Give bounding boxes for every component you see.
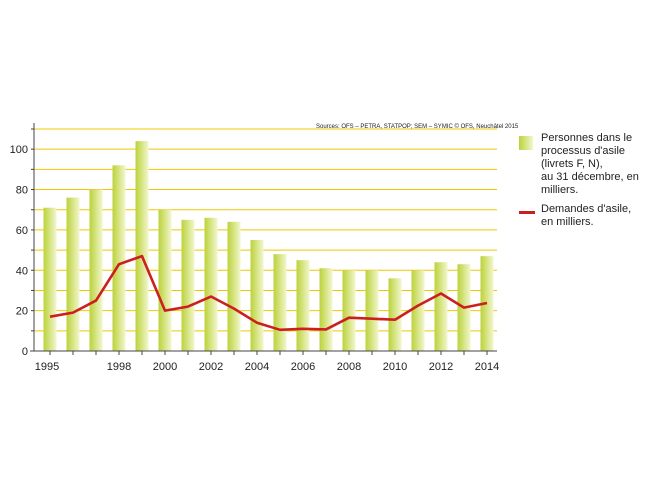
bar-2001 [181, 219, 195, 351]
bar-2011 [411, 270, 425, 351]
y-tick-label-100: 100 [10, 144, 28, 156]
x-tick-label-2010: 2010 [383, 361, 407, 373]
x-tick-label-2014: 2014 [475, 361, 499, 373]
legend-item-bars: Personnes dans le processus d'asile (liv… [519, 132, 659, 197]
bar-2007 [319, 268, 333, 351]
y-tick-label-20: 20 [16, 306, 28, 318]
legend-swatch-line [519, 211, 535, 214]
bar-2004 [250, 240, 264, 351]
legend-swatch-bars [519, 136, 533, 150]
x-tick-label-2002: 2002 [199, 361, 223, 373]
x-tick-label-2006: 2006 [291, 361, 315, 373]
line-demandes-asile [49, 254, 488, 332]
grid-layer [34, 128, 497, 332]
bar-2000 [158, 209, 172, 351]
bar-2003 [227, 221, 241, 351]
bar-1995 [43, 207, 57, 351]
x-tick-label-2008: 2008 [337, 361, 361, 373]
x-tick-label-2012: 2012 [429, 361, 453, 373]
bar-1998 [112, 165, 126, 351]
bar-1996 [66, 197, 80, 351]
bar-2010 [388, 278, 402, 351]
x-tick-label-2004: 2004 [245, 361, 269, 373]
legend-item-line: Demandes d'asile, en milliers. [519, 203, 659, 229]
legend-label-bars: Personnes dans le processus d'asile (liv… [541, 132, 639, 196]
bar-layer [43, 141, 494, 351]
y-tick-label-0: 0 [22, 346, 28, 358]
legend-label-line: Demandes d'asile, en milliers. [541, 203, 632, 228]
bar-2012 [434, 262, 448, 351]
bar-2002 [204, 217, 218, 351]
x-tick-label-2000: 2000 [153, 361, 177, 373]
bar-2005 [273, 254, 287, 351]
bar-2009 [365, 270, 379, 351]
source-note: Sources: OFS – PETRA, STATPOP; SEM – SYM… [316, 124, 519, 130]
bar-1999 [135, 141, 149, 351]
line-layer [49, 254, 488, 332]
x-tick-label-1995: 1995 [35, 361, 59, 373]
x-tick-label-1998: 1998 [107, 361, 131, 373]
bar-2006 [296, 260, 310, 351]
bar-2008 [342, 270, 356, 351]
y-tick-label-60: 60 [16, 225, 28, 237]
axis-layer: 0 20 40 60 80 100 1995 1998 2000 2002 2004 2006 2008… [10, 123, 499, 373]
bar-1997 [89, 189, 103, 351]
y-tick-label-80: 80 [16, 185, 28, 197]
y-tick-label-40: 40 [16, 265, 28, 277]
